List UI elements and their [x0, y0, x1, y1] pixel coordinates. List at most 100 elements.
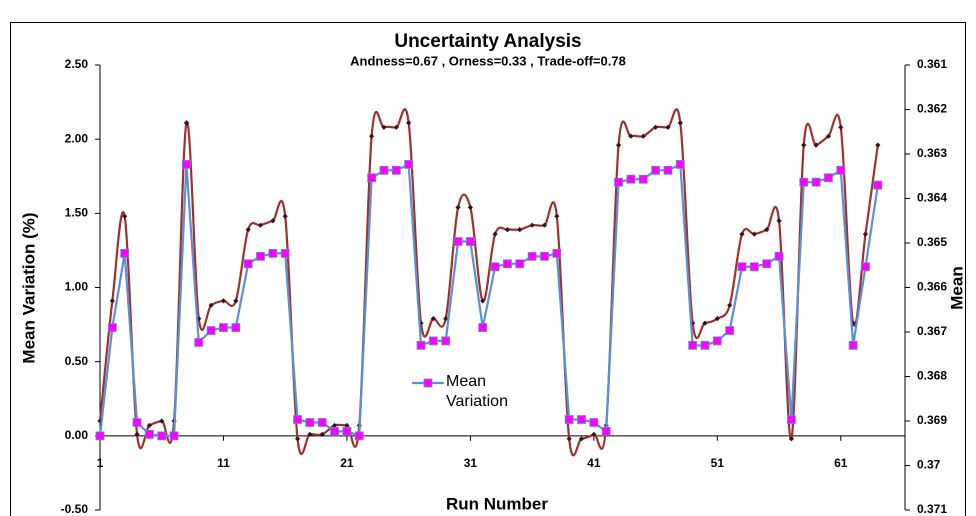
data-point — [801, 142, 807, 148]
data-point — [725, 326, 735, 335]
data-point — [677, 120, 683, 126]
y-tick-label: 1.00 — [65, 280, 89, 294]
data-point — [480, 298, 486, 304]
y2-axis-title: Mean — [947, 266, 966, 309]
data-point — [861, 262, 870, 272]
data-point — [342, 426, 352, 436]
data-point — [428, 336, 438, 346]
y2-tick-label: 0.364 — [917, 191, 947, 205]
x-tick-label: 61 — [834, 456, 848, 470]
data-point — [776, 218, 782, 224]
data-point — [503, 259, 512, 269]
data-point — [825, 133, 832, 139]
data-point — [601, 426, 611, 436]
data-point — [838, 124, 844, 130]
data-point — [690, 320, 696, 326]
legend-marker — [423, 378, 433, 388]
data-point — [527, 251, 537, 261]
y-tick-label: 1.50 — [65, 206, 89, 220]
data-point — [404, 159, 414, 169]
data-point — [406, 120, 412, 126]
data-point — [132, 418, 142, 427]
x-tick-label: 31 — [464, 456, 478, 470]
data-point — [638, 174, 648, 184]
data-point — [591, 431, 597, 437]
y2-tick-label: 0.361 — [917, 57, 947, 71]
data-point — [490, 262, 500, 272]
data-point — [688, 340, 698, 350]
data-point — [294, 436, 301, 442]
data-point — [626, 174, 636, 184]
data-point — [515, 259, 525, 269]
data-point — [391, 165, 401, 175]
data-point — [788, 436, 795, 442]
data-point — [109, 298, 115, 304]
x-axis-title: Run Number — [446, 494, 548, 513]
data-point — [381, 124, 387, 130]
data-point — [182, 159, 191, 169]
data-point — [354, 431, 364, 441]
data-point — [615, 142, 622, 148]
y2-tick-label: 0.362 — [917, 102, 947, 116]
data-point — [270, 218, 276, 224]
data-point — [712, 336, 722, 346]
data-point — [319, 431, 325, 437]
data-point — [540, 251, 549, 261]
data-point — [122, 213, 128, 219]
data-point — [144, 429, 154, 439]
data-point — [159, 418, 165, 424]
data-point — [552, 248, 562, 258]
data-point — [739, 231, 745, 237]
data-point — [243, 259, 253, 269]
data-point — [183, 120, 190, 126]
y2-tick-label: 0.368 — [917, 369, 947, 383]
data-point — [441, 336, 451, 346]
data-point — [762, 259, 772, 269]
data-point — [245, 227, 251, 233]
data-point — [702, 320, 708, 326]
y2-tick-label: 0.369 — [917, 413, 947, 427]
data-point — [95, 431, 105, 441]
data-point — [443, 316, 449, 322]
data-point — [566, 436, 572, 442]
data-point — [196, 316, 202, 322]
data-point — [134, 431, 140, 437]
data-point — [714, 316, 720, 322]
data-point — [455, 204, 461, 210]
data-point — [107, 323, 117, 332]
y2-tick-label: 0.365 — [917, 235, 947, 249]
data-point — [529, 222, 535, 228]
data-point — [628, 133, 634, 139]
chart-subtitle: Andness=0.67 , Orness=0.33 , Trade-off=0… — [350, 53, 626, 68]
data-point — [146, 422, 152, 429]
data-point — [799, 177, 809, 187]
data-point — [317, 418, 327, 427]
data-point — [194, 337, 204, 347]
data-point — [774, 251, 784, 261]
data-point — [453, 237, 463, 246]
data-point — [465, 237, 475, 246]
y2-tick-label: 0.37 — [917, 458, 941, 472]
x-tick-label: 21 — [340, 456, 354, 470]
data-point — [478, 323, 488, 332]
data-point — [416, 340, 426, 350]
y2-tick-label: 0.363 — [917, 146, 947, 160]
x-tick-label: 1 — [97, 456, 104, 470]
data-point — [305, 418, 315, 427]
data-point — [492, 231, 498, 237]
data-point — [504, 227, 511, 233]
data-point — [208, 302, 214, 308]
legend-item: Mean Variation — [446, 373, 508, 410]
data-point — [554, 213, 560, 219]
data-point — [875, 142, 881, 148]
y-tick-label: 2.00 — [65, 131, 89, 145]
data-point — [848, 340, 858, 350]
y2-tick-label: 0.371 — [917, 502, 947, 516]
data-point — [850, 320, 856, 326]
data-point — [206, 326, 216, 335]
data-point — [873, 180, 883, 190]
data-point — [640, 133, 646, 139]
data-point — [280, 248, 290, 258]
data-point — [169, 431, 179, 441]
x-tick-label: 41 — [587, 456, 601, 470]
